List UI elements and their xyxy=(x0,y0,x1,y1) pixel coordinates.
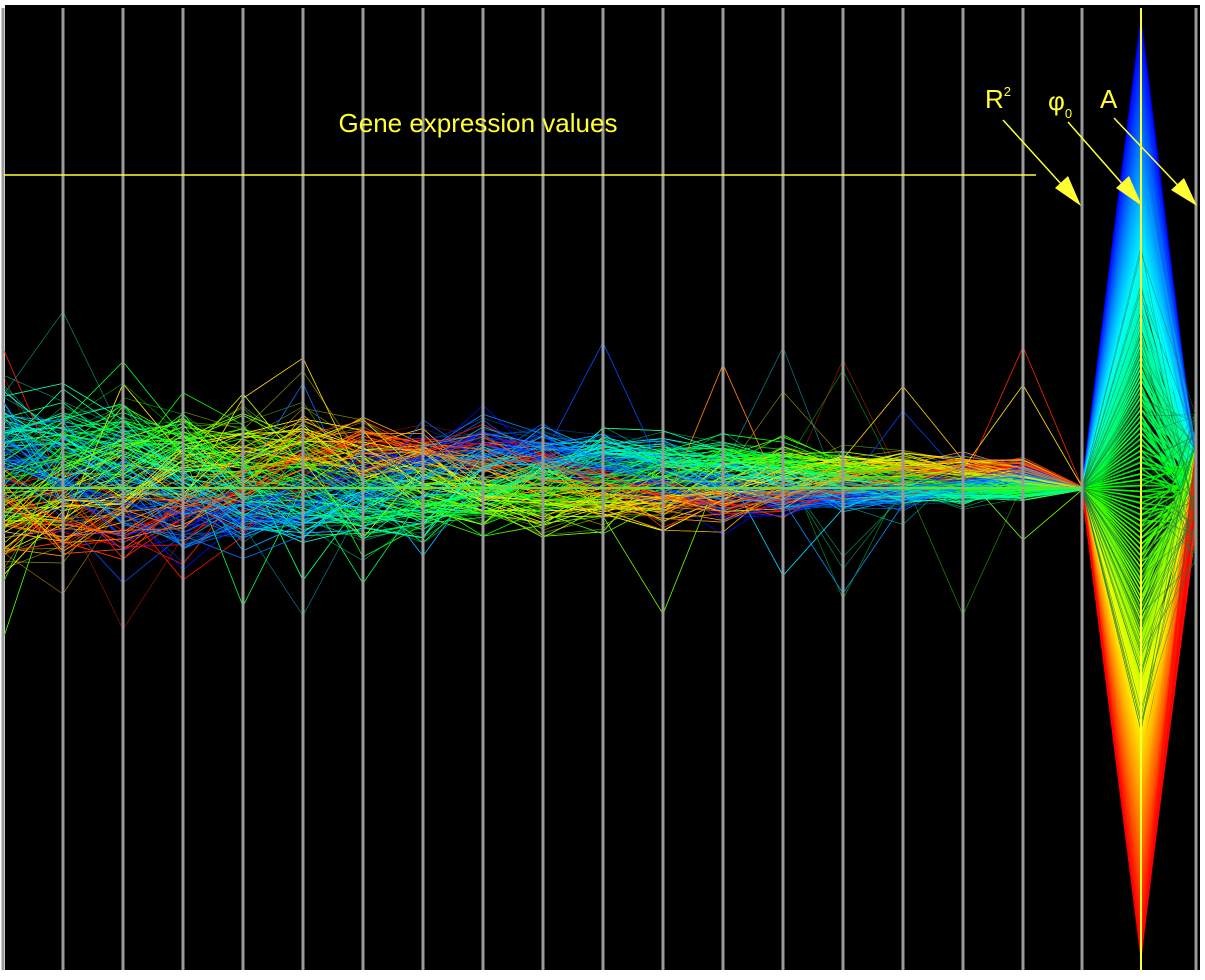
annotation-r2: R2 xyxy=(985,84,1081,206)
annotation-phi0-subscript: 0 xyxy=(1065,106,1072,121)
annotation-phi0-text: φ xyxy=(1048,86,1065,116)
arrowhead-phi0 xyxy=(1116,176,1142,206)
svg-text:R2: R2 xyxy=(985,84,1011,114)
annotation-r2-superscript: 2 xyxy=(1004,84,1011,99)
annotation-r2-text: R xyxy=(985,84,1004,114)
arrowhead-amplitude xyxy=(1171,178,1197,206)
annotation-phi0: φ0 xyxy=(1048,86,1142,206)
svg-text:φ0: φ0 xyxy=(1048,86,1072,121)
arrow-amplitude xyxy=(1113,117,1189,197)
axis-lines xyxy=(1,8,1198,970)
annotation-amplitude-text: A xyxy=(1100,84,1118,114)
arrowhead-r2 xyxy=(1055,176,1081,206)
chart-title: Gene expression values xyxy=(339,108,618,138)
annotation-amplitude: A xyxy=(1100,84,1197,206)
